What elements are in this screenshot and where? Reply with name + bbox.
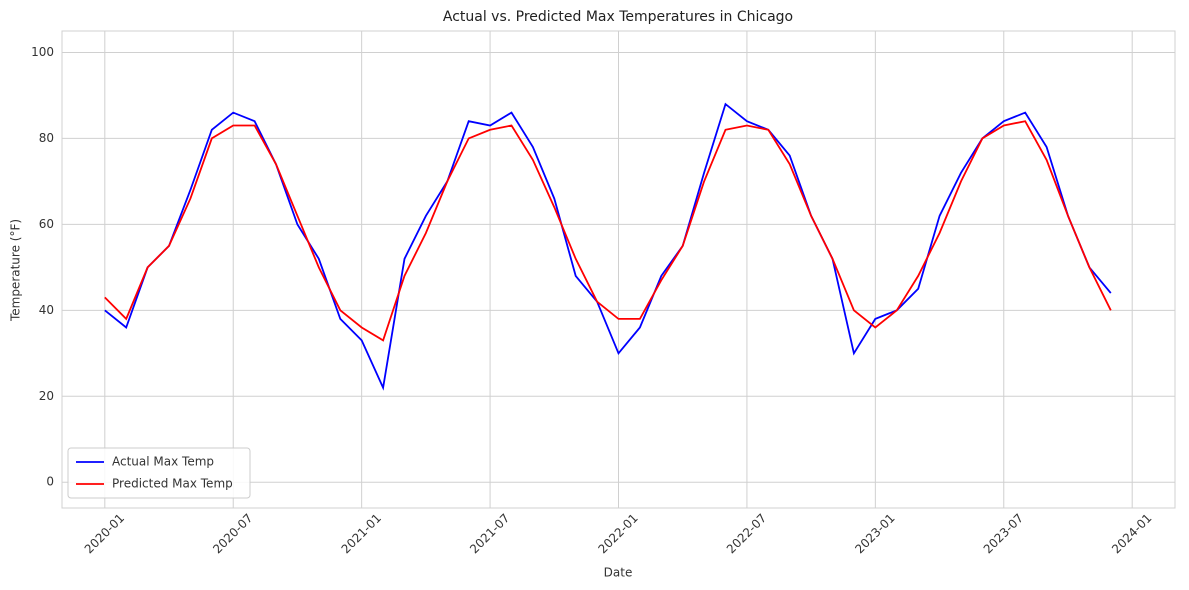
data-line: [104, 120, 1112, 342]
y-tick-label: 40: [39, 303, 54, 317]
x-tick-label: 2023-07: [981, 511, 1026, 556]
x-tick-label: 2020-07: [210, 511, 255, 556]
x-tick-label: 2024-01: [1109, 511, 1154, 556]
y-tick-label: 20: [39, 389, 54, 403]
y-tick-label: 80: [39, 131, 54, 145]
legend-label: Predicted Max Temp: [112, 477, 233, 491]
data-line: [104, 102, 1112, 391]
y-tick-label: 60: [39, 217, 54, 231]
y-tick-label: 0: [46, 475, 54, 489]
legend-label: Actual Max Temp: [112, 455, 214, 469]
plot-frame: [61, 30, 1176, 509]
x-tick-label: 2023-01: [852, 511, 897, 556]
y-tick-label: 100: [31, 45, 54, 59]
x-tick-label: 2021-01: [339, 511, 384, 556]
y-axis-label: Temperature (°F): [9, 219, 23, 322]
x-tick-label: 2020-01: [82, 511, 127, 556]
x-axis-label: Date: [604, 566, 633, 580]
x-tick-label: 2022-01: [595, 511, 640, 556]
chart-title: Actual vs. Predicted Max Temperatures in…: [443, 9, 793, 25]
legend-box: [67, 447, 251, 499]
x-tick-label: 2022-07: [724, 511, 769, 556]
x-tick-label: 2021-07: [467, 511, 512, 556]
